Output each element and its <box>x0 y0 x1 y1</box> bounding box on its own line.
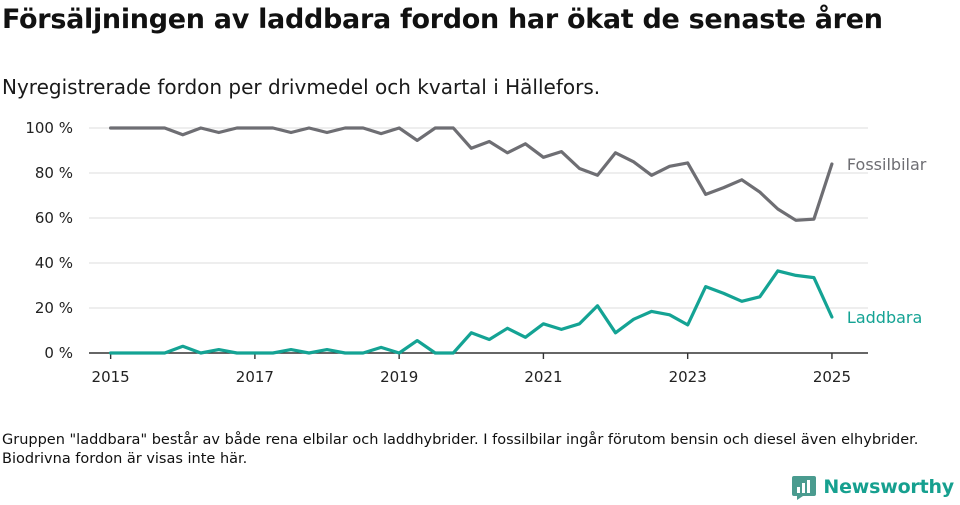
brand-name: Newsworthy <box>823 476 954 498</box>
series-line-laddbara <box>108 269 834 355</box>
x-tick-label: 2017 <box>236 368 274 386</box>
footnote: Gruppen "laddbara" består av både rena e… <box>2 432 919 467</box>
series-line-fossilbilar <box>108 126 834 222</box>
brand-logo[interactable]: Newsworthy <box>791 474 954 500</box>
x-tick-label: 2019 <box>380 368 418 386</box>
y-tick-label: 20 % <box>35 299 73 317</box>
series-label-fossilbilar: Fossilbilar <box>847 155 927 174</box>
line-chart: 0 % 20 % 40 % 60 % 80 % 100 % 2015 2017 2019 202… <box>25 119 927 386</box>
x-axis: 2015 2017 2019 2021 2023 2025 <box>92 353 851 386</box>
y-tick-label: 60 % <box>35 209 73 227</box>
series-labels: Fossilbilar Laddbara <box>847 155 927 327</box>
newsworthy-logo-icon <box>792 476 817 500</box>
y-tick-label: 40 % <box>35 254 73 272</box>
y-tick-label: 100 % <box>25 119 73 137</box>
series-lines <box>108 126 834 355</box>
chart-subtitle: Nyregistrerade fordon per drivmedel och … <box>2 75 601 99</box>
x-tick-label: 2021 <box>524 368 562 386</box>
y-axis: 0 % 20 % 40 % 60 % 80 % 100 % <box>25 119 73 362</box>
x-tick-label: 2025 <box>813 368 851 386</box>
chart-title: Försäljningen av laddbara fordon har öka… <box>2 4 883 35</box>
x-tick-label: 2015 <box>92 368 130 386</box>
y-tick-label: 0 % <box>44 344 73 362</box>
gridlines <box>89 127 868 309</box>
series-label-laddbara: Laddbara <box>847 308 922 327</box>
y-tick-label: 80 % <box>35 164 73 182</box>
x-tick-label: 2023 <box>669 368 707 386</box>
